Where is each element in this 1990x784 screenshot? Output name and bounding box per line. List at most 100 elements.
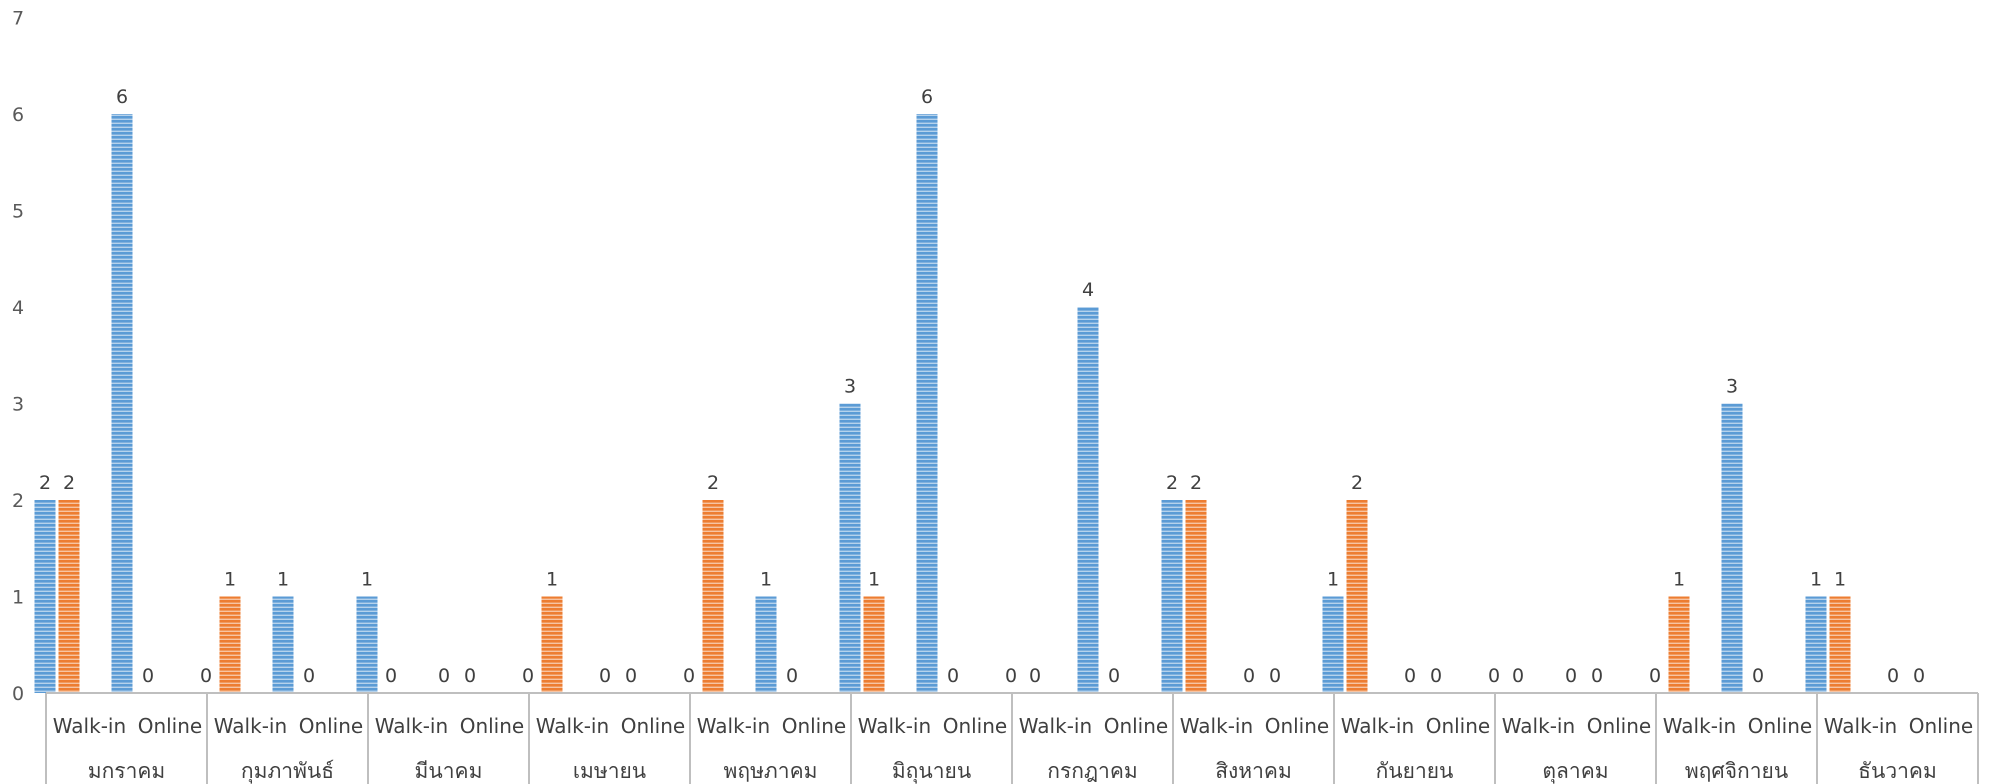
bar-blue <box>356 596 378 693</box>
category-label-walkin: Walk-in <box>1341 714 1414 738</box>
month-label: ตุลาคม <box>1542 759 1608 784</box>
y-tick-label: 3 <box>12 394 24 416</box>
bar-orange <box>863 596 885 693</box>
data-label: 2 <box>63 472 75 494</box>
data-label: 3 <box>1726 376 1738 398</box>
category-label-online: Online <box>1104 714 1169 738</box>
data-label: 1 <box>1673 569 1685 591</box>
bar-orange <box>1829 596 1851 693</box>
x-axis: Walk-in Online มกราคม Walk-in Online กุมภาพัน… <box>45 692 1979 784</box>
data-label: 0 <box>1752 665 1764 687</box>
month-label: พฤษภาคม <box>724 759 818 783</box>
data-label: 0 <box>522 665 534 687</box>
month-label: เมษายน <box>573 759 646 783</box>
data-label: 0 <box>385 665 397 687</box>
data-label: 2 <box>39 472 51 494</box>
bar-orange <box>219 596 241 693</box>
data-label: 1 <box>546 569 558 591</box>
data-label: 2 <box>1190 472 1202 494</box>
data-label: 6 <box>921 86 933 108</box>
bar-blue <box>916 114 938 693</box>
data-label: 1 <box>224 569 236 591</box>
y-tick-label: 5 <box>12 201 24 223</box>
data-label: 0 <box>1913 665 1925 687</box>
month-label: มิถุนายน <box>892 759 971 784</box>
data-label: 0 <box>947 665 959 687</box>
data-label: 0 <box>1512 665 1524 687</box>
data-label: 0 <box>200 665 212 687</box>
month-label: ธันวาคม <box>1858 759 1937 783</box>
category-label-walkin: Walk-in <box>1019 714 1092 738</box>
category-label-online: Online <box>1909 714 1974 738</box>
month-label: พฤศจิกายน <box>1685 759 1788 783</box>
data-label: 1 <box>1327 569 1339 591</box>
category-label-walkin: Walk-in <box>1180 714 1253 738</box>
data-label: 0 <box>438 665 450 687</box>
data-label: 0 <box>1430 665 1442 687</box>
y-axis: 0 1 2 3 4 5 6 7 <box>12 8 24 706</box>
data-label: 0 <box>1404 665 1416 687</box>
month-label: กันยายน <box>1376 759 1454 783</box>
category-label-walkin: Walk-in <box>858 714 931 738</box>
data-label: 4 <box>1082 279 1094 301</box>
bar-blue <box>272 596 294 693</box>
category-label-walkin: Walk-in <box>1824 714 1897 738</box>
category-label-walkin: Walk-in <box>214 714 287 738</box>
bar-blue <box>839 403 861 693</box>
data-label: 1 <box>868 569 880 591</box>
category-label-walkin: Walk-in <box>375 714 448 738</box>
data-label: 0 <box>1108 665 1120 687</box>
y-tick-label: 7 <box>12 8 24 30</box>
data-label: 1 <box>361 569 373 591</box>
bar-orange <box>702 500 724 693</box>
bar-blue <box>1721 403 1743 693</box>
bar-orange <box>1346 500 1368 693</box>
category-label-online: Online <box>621 714 686 738</box>
data-label: 0 <box>1488 665 1500 687</box>
data-label: 1 <box>277 569 289 591</box>
category-label-online: Online <box>1265 714 1330 738</box>
data-label: 0 <box>1565 665 1577 687</box>
category-label-online: Online <box>943 714 1008 738</box>
data-label: 0 <box>599 665 611 687</box>
bar-orange <box>541 596 563 693</box>
category-label-online: Online <box>299 714 364 738</box>
month-label: มกราคม <box>88 759 166 783</box>
bar-blue <box>111 114 133 693</box>
bar-orange <box>58 500 80 693</box>
category-label-online: Online <box>782 714 847 738</box>
data-label: 0 <box>1591 665 1603 687</box>
bar-blue <box>1161 500 1183 693</box>
month-label: กรกฎาคม <box>1047 759 1138 783</box>
data-label: 0 <box>1269 665 1281 687</box>
data-label: 0 <box>1005 665 1017 687</box>
category-label-walkin: Walk-in <box>1663 714 1736 738</box>
category-label-online: Online <box>138 714 203 738</box>
data-label: 1 <box>760 569 772 591</box>
bar-orange <box>1185 500 1207 693</box>
bar-blue <box>755 596 777 693</box>
bar-blue <box>1077 307 1099 693</box>
category-label-walkin: Walk-in <box>1502 714 1575 738</box>
data-label: 0 <box>683 665 695 687</box>
data-label: 0 <box>786 665 798 687</box>
data-label: 0 <box>625 665 637 687</box>
data-label: 0 <box>1887 665 1899 687</box>
bar-blue <box>1322 596 1344 693</box>
bars <box>34 114 1851 693</box>
category-label-online: Online <box>460 714 525 738</box>
bar-blue <box>34 500 56 693</box>
data-label: 2 <box>1166 472 1178 494</box>
y-tick-label: 4 <box>12 297 24 319</box>
y-tick-label: 1 <box>12 587 24 609</box>
category-label-online: Online <box>1587 714 1652 738</box>
category-label-online: Online <box>1426 714 1491 738</box>
data-label: 0 <box>1029 665 1041 687</box>
category-label-walkin: Walk-in <box>536 714 609 738</box>
bar-blue <box>1805 596 1827 693</box>
data-label: 3 <box>844 376 856 398</box>
month-label: สิงหาคม <box>1215 759 1292 783</box>
category-label-walkin: Walk-in <box>697 714 770 738</box>
data-label: 6 <box>116 86 128 108</box>
